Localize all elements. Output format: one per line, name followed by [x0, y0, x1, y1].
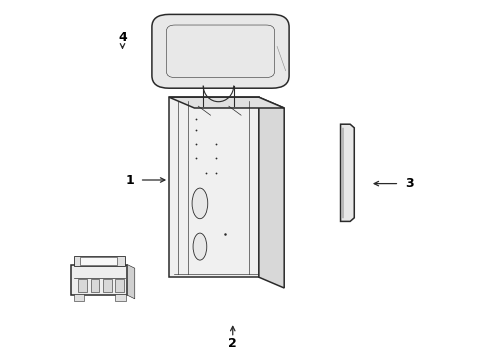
- Bar: [80, 257, 117, 265]
- FancyBboxPatch shape: [152, 14, 289, 88]
- Text: 2: 2: [228, 337, 237, 350]
- Bar: [74, 256, 125, 266]
- Bar: [103, 279, 112, 292]
- Ellipse shape: [192, 188, 208, 219]
- Bar: [74, 294, 84, 301]
- Bar: [71, 265, 127, 295]
- Polygon shape: [341, 124, 354, 221]
- Bar: [169, 97, 259, 277]
- Polygon shape: [259, 97, 284, 288]
- Polygon shape: [127, 265, 135, 299]
- Text: 4: 4: [118, 31, 127, 44]
- Text: 1: 1: [125, 174, 134, 186]
- Bar: [78, 279, 87, 292]
- Ellipse shape: [193, 233, 207, 260]
- Bar: [115, 294, 126, 301]
- Bar: [91, 279, 99, 292]
- Polygon shape: [169, 97, 284, 108]
- Bar: [115, 279, 124, 292]
- Text: 3: 3: [405, 177, 414, 190]
